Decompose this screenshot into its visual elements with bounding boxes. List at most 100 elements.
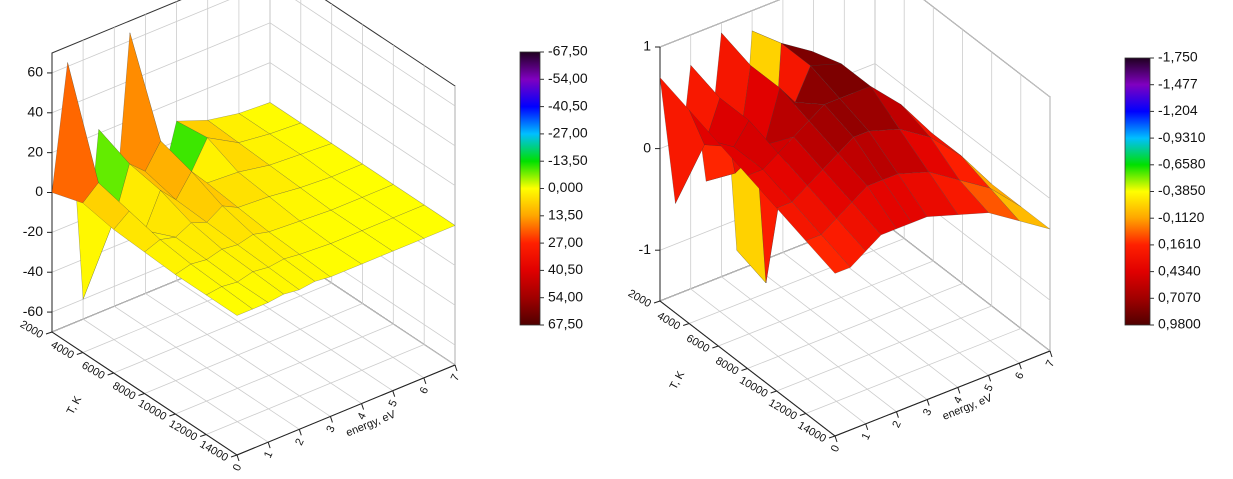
grid-line — [113, 4, 333, 374]
colorbar-label: -13,50 — [548, 152, 588, 168]
x-tick — [298, 429, 302, 436]
colorbar-label: -0,3850 — [1158, 182, 1206, 198]
x-tick-label: 6 — [418, 385, 431, 396]
y-tick — [770, 390, 777, 394]
surface-patch — [252, 267, 300, 295]
z-tick-label: -20 — [23, 223, 43, 239]
grid-line — [805, 74, 1022, 414]
y-tick-label: 2000 — [18, 318, 45, 341]
x-tick — [1049, 350, 1053, 358]
colorbar — [519, 51, 541, 326]
z-tick-label: 20 — [27, 143, 43, 159]
x-tick-label: 0 — [829, 443, 842, 454]
y-tick — [200, 434, 207, 437]
y-tick — [230, 454, 238, 458]
y-tick-label: 2000 — [626, 287, 653, 310]
colorbar-label: 67,50 — [548, 316, 583, 332]
z-tick-label: 60 — [27, 64, 43, 80]
colorbar-label: 0,4340 — [1158, 262, 1201, 278]
z-tick-label: 0 — [35, 183, 43, 199]
x-tick-label: 4 — [952, 395, 965, 406]
grid-line — [776, 52, 993, 392]
z-tick-label: 40 — [27, 103, 43, 119]
colorbar-label: -0,9310 — [1158, 129, 1206, 145]
colorbar-label: -1,750 — [1158, 49, 1198, 65]
colorbar-label: 27,00 — [548, 234, 583, 250]
y-axis-label: T, K — [668, 369, 688, 392]
x-tick-label: 6 — [1013, 371, 1026, 382]
x-tick — [423, 377, 427, 385]
x-tick-label: 7 — [449, 372, 462, 383]
z-tick-label: -40 — [23, 263, 43, 279]
colorbar-label: 13,50 — [548, 207, 583, 223]
x-tick — [834, 435, 838, 443]
z-tick-label: 1 — [643, 38, 651, 54]
y-tick — [741, 368, 748, 371]
x-tick-label: 1 — [262, 450, 275, 461]
surface-patch — [205, 286, 254, 316]
x-tick — [267, 441, 271, 449]
colorbar-label: 0,9800 — [1158, 316, 1201, 332]
y-tick — [712, 345, 719, 349]
y-tick — [169, 413, 176, 417]
x-tick-label: 1 — [860, 431, 873, 442]
colorbar-label: -27,00 — [548, 125, 588, 141]
surface-patch — [392, 204, 456, 239]
colorbar-label: 0,000 — [548, 179, 583, 195]
y-axis-label: T, K — [65, 394, 85, 417]
y-tick — [45, 331, 53, 335]
x-tick-label: 7 — [1044, 358, 1057, 369]
x-tick-label: 4 — [355, 411, 368, 422]
colorbar-label: -67,50 — [548, 43, 588, 59]
colorbar-label: -54,00 — [548, 70, 588, 86]
x-tick-label: 2 — [293, 437, 306, 448]
x-tick — [865, 423, 869, 431]
colorbar-label: -40,50 — [548, 97, 588, 113]
grid-line — [747, 29, 963, 369]
x-axis-label: energy, eV — [344, 408, 398, 439]
x-tick-label: 0 — [231, 462, 244, 473]
y-tick — [828, 435, 836, 439]
colorbar-label: 40,50 — [548, 261, 583, 277]
z-tick-label: 0 — [643, 139, 651, 155]
grid-line — [144, 24, 363, 394]
colorbar-label: -0,6580 — [1158, 156, 1206, 172]
x-tick — [926, 399, 930, 406]
z-tick-label: -60 — [23, 303, 43, 319]
surface-patch — [805, 234, 851, 274]
y-tick — [76, 352, 83, 355]
colorbar-label: 0,7070 — [1158, 289, 1201, 305]
grid-line — [718, 7, 934, 347]
y-tick — [107, 372, 114, 376]
x-tick — [329, 416, 333, 423]
x-tick — [1018, 362, 1022, 370]
surface-patch — [330, 230, 394, 265]
surface-patch — [283, 254, 331, 282]
surface-patch — [236, 271, 285, 303]
grid-line — [206, 65, 425, 435]
y-tick — [683, 323, 690, 326]
x-tick — [988, 375, 992, 382]
colorbar-label: -1,477 — [1158, 75, 1198, 91]
x-axis — [236, 364, 456, 456]
grid-line — [689, 0, 905, 324]
surface-patch — [361, 217, 425, 252]
x-tick — [236, 454, 240, 462]
colorbar-label: -1,204 — [1158, 102, 1198, 118]
x-tick-label: 5 — [387, 398, 400, 409]
x-axis — [834, 350, 1051, 437]
colorbar-label: 54,00 — [548, 288, 583, 304]
colorbar-label: 0,1610 — [1158, 236, 1201, 252]
x-tick — [895, 411, 899, 418]
x-tick-label: 2 — [890, 419, 903, 430]
grid-line — [175, 45, 394, 415]
x-tick — [957, 387, 961, 394]
x-tick — [454, 364, 458, 372]
x-tick-label: 5 — [982, 383, 995, 394]
x-tick-label: 3 — [921, 407, 934, 418]
x-tick-label: 3 — [324, 424, 337, 435]
x-axis-label: energy, eV — [941, 392, 995, 423]
colorbar — [1124, 57, 1151, 326]
y-tick — [653, 300, 661, 304]
z-tick-label: -1 — [639, 241, 652, 257]
